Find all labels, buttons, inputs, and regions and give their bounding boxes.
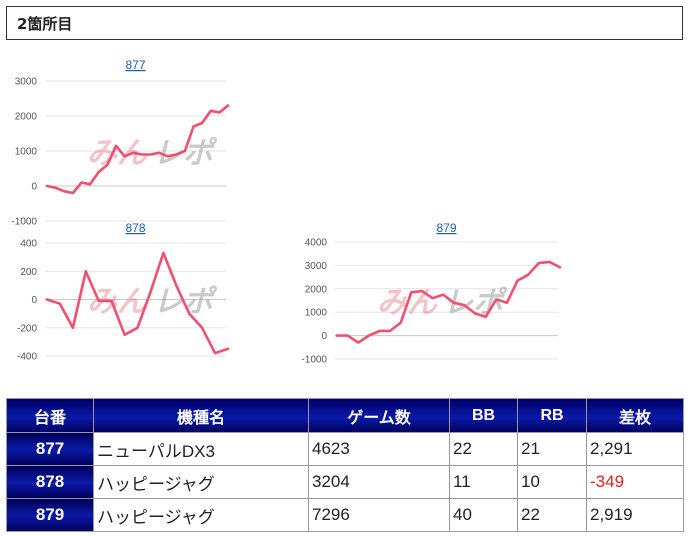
header-diff: 差枚: [586, 398, 684, 433]
y-tick-label: 0: [31, 295, 37, 306]
cell-diff: 2,291: [586, 432, 684, 466]
y-tick-label: 0: [321, 331, 327, 342]
table-row: 878 ハッピージャグ 3204 11 10 -349: [6, 465, 684, 499]
header-games: ゲーム数: [308, 398, 450, 433]
chart-title-link[interactable]: 877: [125, 58, 145, 72]
section-header: 2箇所目: [6, 6, 683, 40]
header-name: 機種名: [93, 398, 309, 433]
y-tick-label: -1000: [11, 217, 37, 228]
cell-name: ハッピージャグ: [93, 465, 309, 499]
y-tick-label: 200: [20, 267, 37, 278]
cell-games: 7296: [308, 498, 450, 532]
y-tick-label: -1000: [301, 355, 327, 366]
series-line: [45, 104, 230, 195]
cell-bb: 11: [449, 465, 518, 499]
cell-bb: 40: [449, 498, 518, 532]
cell-games: 4623: [308, 432, 450, 466]
y-tick-label: 3000: [305, 261, 328, 272]
header-num: 台番: [6, 398, 94, 433]
cell-num: 877: [6, 432, 94, 466]
y-tick-label: 2000: [15, 112, 38, 123]
series-line: [45, 251, 230, 355]
cell-name: ハッピージャグ: [93, 498, 309, 532]
y-tick-label: 2000: [305, 284, 328, 295]
watermark-text: レポ: [153, 285, 218, 320]
y-tick-label: -400: [17, 352, 37, 363]
table-row: 877 ニューパルDX3 4623 22 21 2,291: [6, 432, 684, 466]
chart-title-link[interactable]: 879: [436, 221, 456, 235]
y-tick-label: 3000: [15, 77, 38, 88]
y-tick-label: 400: [20, 239, 37, 250]
slot-data-table: 台番 機種名 ゲーム数 BB RB 差枚 877 ニューパルDX3 4623 22 21…: [6, 398, 684, 532]
cell-bb: 22: [449, 432, 518, 466]
cell-diff: -349: [586, 465, 684, 499]
cell-rb: 10: [517, 465, 587, 499]
cell-num: 879: [6, 498, 94, 532]
table-row: 879 ハッピージャグ 7296 40 22 2,919: [6, 498, 684, 532]
chart-879: 879 4000 3000 2000 1000 0 -1000 みん レポ: [290, 218, 570, 368]
y-tick-label: 1000: [305, 308, 328, 319]
series-line: [335, 260, 562, 344]
chart-878: 878 400 200 0 -200 -400 みん レポ: [0, 218, 280, 368]
table-header-row: 台番 機種名 ゲーム数 BB RB 差枚: [6, 398, 684, 433]
cell-diff: 2,919: [586, 498, 684, 532]
cell-games: 3204: [308, 465, 450, 499]
chart-877: 877 3000 2000 1000 0 -1000 みん レポ: [0, 55, 280, 228]
header-rb: RB: [517, 398, 587, 433]
y-tick-label: 4000: [305, 238, 328, 249]
header-bb: BB: [449, 398, 518, 433]
chart-title-link[interactable]: 878: [125, 221, 145, 235]
y-tick-label: -200: [17, 323, 37, 334]
y-tick-label: 1000: [15, 147, 38, 158]
y-tick-label: 0: [31, 182, 37, 193]
cell-rb: 22: [517, 498, 587, 532]
cell-num: 878: [6, 465, 94, 499]
section-title: 2箇所目: [17, 15, 73, 33]
cell-rb: 21: [517, 432, 587, 466]
cell-name: ニューパルDX3: [93, 432, 309, 466]
